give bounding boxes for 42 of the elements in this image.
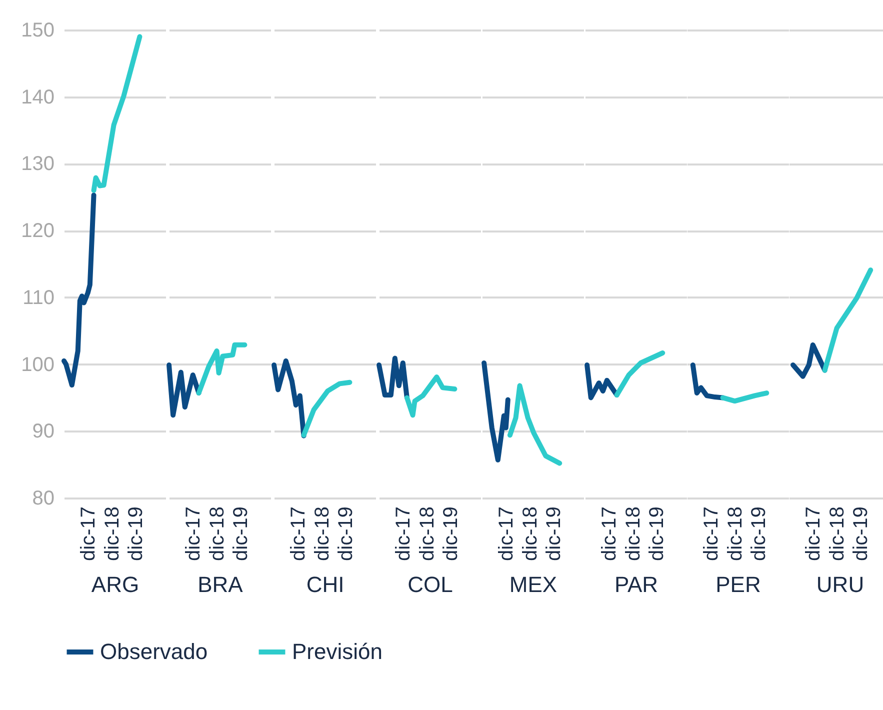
x-tick-label: dic-18 [206,506,228,561]
x-tick-label: dic-17 [700,506,722,561]
y-tick-label: 90 [32,420,54,443]
x-tick-label: dic-19 [646,506,668,561]
x-axis-title: ARG [91,572,140,597]
x-tick-label: dic-18 [101,506,124,561]
x-tick-label: dic-17 [287,506,310,561]
y-tick-label: 130 [21,153,54,176]
x-axis-title: URU [816,572,864,597]
x-tick-label: dic-19 [335,506,358,561]
y-tick-label: 140 [21,86,54,108]
y-tick-label: 80 [32,488,54,510]
x-tick-label: dic-17 [77,506,100,561]
y-tick-label: 120 [21,220,54,242]
x-tick-label: dic-18 [519,506,542,561]
legend-label: Observado [100,639,208,664]
x-tick-label: dic-19 [543,506,566,561]
y-tick-label: 100 [21,354,54,376]
x-tick-label: dic-18 [416,506,438,561]
y-tick-label: 110 [22,286,54,309]
y-tick-label: 150 [21,20,54,42]
x-axis-title: BRA [198,572,244,597]
x-tick-label: dic-17 [392,506,414,561]
x-tick-label: dic-19 [748,506,770,561]
legend-label: Previsión [292,639,382,664]
x-tick-label: dic-19 [440,506,462,561]
x-tick-label: dic-19 [125,506,148,561]
x-tick-label: dic-18 [724,506,746,561]
x-tick-label: dic-17 [802,506,824,561]
x-tick-label: dic-18 [622,506,644,561]
x-axis-title: CHI [306,572,344,597]
x-tick-label: dic-19 [850,506,872,561]
x-tick-label: dic-17 [598,506,620,561]
x-axis-title: COL [408,572,453,597]
x-axis-title: PER [716,572,761,597]
x-axis-title: MEX [509,572,558,597]
x-axis-title: PAR [614,572,658,597]
x-tick-label: dic-18 [826,506,848,561]
x-tick-label: dic-17 [495,506,518,561]
x-tick-label: dic-18 [311,506,334,561]
x-tick-label: dic-19 [230,506,252,561]
x-tick-label: dic-17 [182,506,204,561]
